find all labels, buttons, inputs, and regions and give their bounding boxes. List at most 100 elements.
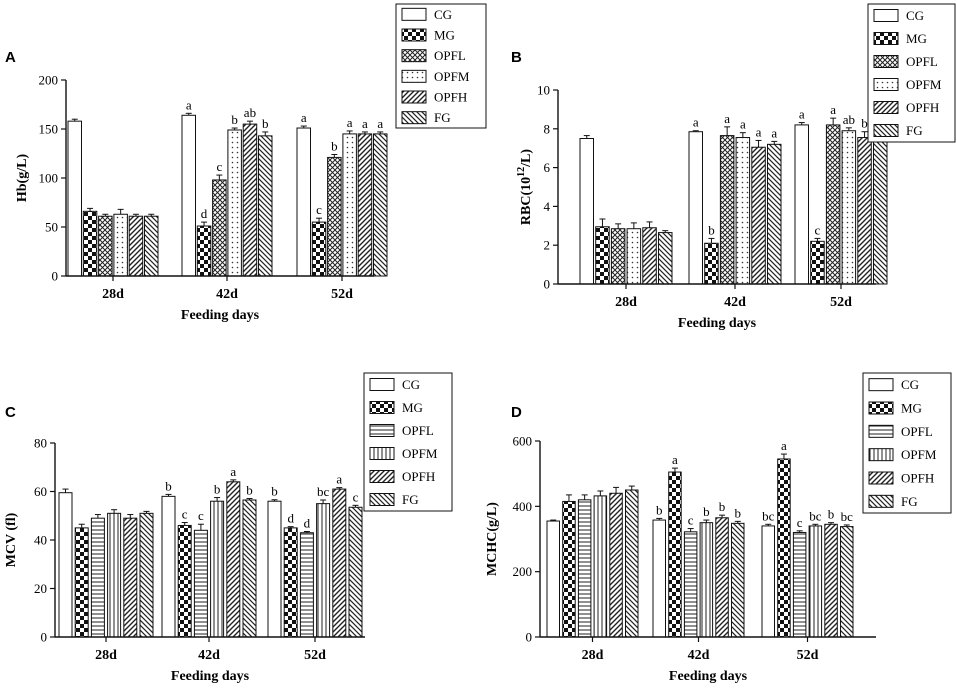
significance-label: b xyxy=(656,502,663,517)
bar-cg-42d xyxy=(181,114,196,277)
bar-mg-42d xyxy=(196,225,212,277)
y-tick-label: 40 xyxy=(34,533,47,548)
bar-mg-28d xyxy=(82,210,98,277)
bar-opfl-28d xyxy=(610,228,626,285)
legend-swatch-opfm xyxy=(401,69,427,83)
significance-label: bc xyxy=(809,508,822,523)
x-tick-label: 42d xyxy=(216,287,238,302)
panel-letter: A xyxy=(5,49,16,66)
x-tick-label: 28d xyxy=(582,648,604,663)
y-tick-label: 0 xyxy=(41,630,48,645)
bar-mg-52d xyxy=(283,527,298,638)
significance-label: d xyxy=(304,516,311,531)
bar-opfh-52d xyxy=(824,523,838,638)
legend-label: OPFL xyxy=(906,54,938,69)
significance-label: b xyxy=(165,478,172,493)
x-tick-label: 52d xyxy=(331,287,353,302)
y-tick-label: 400 xyxy=(513,499,533,514)
bar-opfm-28d xyxy=(107,512,122,638)
legend-box xyxy=(363,372,453,512)
bar-cg-28d xyxy=(58,492,73,638)
legend-swatch-cg xyxy=(369,378,395,391)
significance-label: a xyxy=(740,117,746,132)
legend-label: OPFM xyxy=(901,447,937,462)
significance-label: c xyxy=(353,489,359,504)
panel-b: Baabcaaaababaa024681028d42d52dFeeding da… xyxy=(511,3,956,331)
bar-opfl-42d xyxy=(719,135,735,285)
bar-mg-42d xyxy=(668,471,682,638)
bar-opfm-28d xyxy=(626,228,642,285)
y-tick-label: 20 xyxy=(34,581,47,596)
bar-fg-52d xyxy=(873,127,888,285)
legend-swatch-fg xyxy=(868,494,894,508)
bar-opfl-52d xyxy=(825,124,841,285)
x-tick-label: 42d xyxy=(724,295,746,310)
bar-fg-52d xyxy=(373,133,388,277)
bar-cg-28d xyxy=(546,520,560,638)
bar-fg-52d xyxy=(840,526,854,638)
x-tick-label: 52d xyxy=(830,295,852,310)
legend-swatch-mg xyxy=(401,28,427,42)
legend-label: FG xyxy=(901,494,918,509)
legend-label: OPFL xyxy=(434,48,466,63)
y-tick-label: 8 xyxy=(544,121,551,136)
x-tick-label: 42d xyxy=(688,648,710,663)
y-tick-label: 0 xyxy=(52,269,59,284)
legend-label: CG xyxy=(434,7,452,22)
x-axis-label: Feeding days xyxy=(669,669,748,684)
y-axis-label-base: RBC(10 xyxy=(519,177,534,225)
significance-label: b xyxy=(214,482,221,497)
legend-swatch-fg xyxy=(369,493,395,506)
legend-swatch-cg xyxy=(401,7,427,21)
significance-label: bc xyxy=(317,484,330,499)
significance-label: bc xyxy=(841,509,854,524)
bar-opfh-52d xyxy=(332,488,347,638)
bar-opfl-42d xyxy=(193,529,208,638)
bar-mg-28d xyxy=(562,500,576,638)
x-axis-label: Feeding days xyxy=(678,316,757,331)
legend-swatch-mg xyxy=(873,32,899,45)
x-axis-label: Feeding days xyxy=(181,308,260,323)
significance-label: c xyxy=(815,222,821,237)
y-axis-label: Hb(g/L) xyxy=(15,154,30,203)
legend-label: MG xyxy=(906,31,927,46)
bar-opfh-28d xyxy=(609,492,623,638)
legend-swatch-cg xyxy=(868,378,894,392)
legend-swatch-fg xyxy=(873,124,899,137)
bar-opfm-52d xyxy=(342,133,357,277)
y-tick-label: 60 xyxy=(34,484,47,499)
x-tick-label: 28d xyxy=(95,648,117,663)
legend-label: MG xyxy=(901,401,922,416)
significance-label: a xyxy=(230,464,236,479)
panel-letter: B xyxy=(511,49,522,66)
bar-opfl-42d xyxy=(683,531,698,638)
significance-label: c xyxy=(198,508,204,523)
significance-label: c xyxy=(182,507,188,522)
significance-label: a xyxy=(693,115,699,130)
y-tick-label: 0 xyxy=(526,630,533,645)
significance-label: ab xyxy=(244,105,256,120)
bar-fg-28d xyxy=(625,489,639,638)
significance-label: b xyxy=(262,116,269,131)
legend-box xyxy=(862,372,952,514)
legend-label: CG xyxy=(906,8,924,23)
significance-label: ab xyxy=(843,112,855,127)
legend-swatch-opfm xyxy=(369,447,395,460)
significance-label: b xyxy=(735,505,742,520)
significance-label: b xyxy=(708,222,715,237)
bar-opfh-42d xyxy=(715,517,729,638)
bar-opfm-42d xyxy=(735,137,751,285)
bar-mg-42d xyxy=(177,524,192,638)
x-tick-label: 52d xyxy=(797,648,819,663)
x-tick-label: 28d xyxy=(102,287,124,302)
x-tick-label: 28d xyxy=(615,295,637,310)
legend-box xyxy=(867,3,956,143)
legend-swatch-opfm xyxy=(868,448,894,462)
bar-opfh-42d xyxy=(226,481,241,638)
bar-opfh-28d xyxy=(128,215,144,277)
bar-cg-42d xyxy=(161,495,176,638)
panel-letter: C xyxy=(5,404,16,421)
panel-letter: D xyxy=(511,404,522,421)
bar-fg-28d xyxy=(139,512,154,638)
